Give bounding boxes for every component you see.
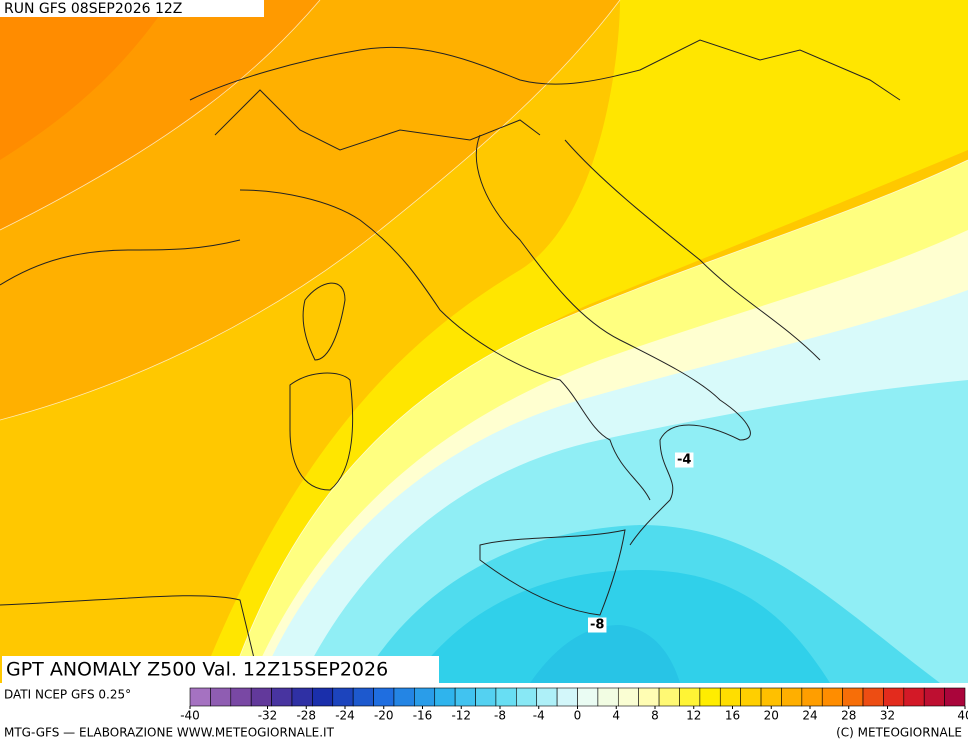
colorbar-box (679, 687, 701, 707)
colorbar-box (719, 687, 741, 707)
colorbar-tick-label: -16 (413, 709, 433, 723)
colorbar-tick-label: -24 (335, 709, 355, 723)
colorbar-box (760, 687, 782, 707)
colorbar-tick-label: -12 (451, 709, 471, 723)
field-band (530, 625, 680, 683)
colorbar-box (617, 687, 639, 707)
colorbar-box (230, 687, 252, 707)
colorbar-box (556, 687, 578, 707)
contour-label-box (588, 617, 607, 633)
colorbar-tick-label: 24 (802, 709, 817, 723)
field-band (0, 0, 968, 683)
colorbar: -40 -32 -28 -24 -20 -16 -12 -8 -4 0 4 8 12 16 20 24 28 32… (180, 687, 968, 723)
colorbar-box (536, 687, 558, 707)
colorbar-box (944, 687, 966, 707)
map (0, 0, 968, 683)
colorbar-tick-label: 4 (612, 709, 620, 723)
colorbar-tick-label: -28 (296, 709, 316, 723)
colorbar-box (312, 687, 334, 707)
colorbar-box (291, 687, 313, 707)
colorbar-tick-label: 8 (651, 709, 659, 723)
colorbar-box (577, 687, 599, 707)
colorbar-box (801, 687, 823, 707)
isoline (0, 0, 968, 683)
colorbar-box (923, 687, 945, 707)
colorbar-box (189, 687, 211, 707)
colorbar-box (434, 687, 456, 707)
colorbar-box (210, 687, 232, 707)
colorbar-box (414, 687, 436, 707)
colorbar-tick-label: 28 (841, 709, 856, 723)
colorbar-box (516, 687, 538, 707)
colorbar-tick-label: 20 (764, 709, 779, 723)
source-label: DATI NCEP GFS 0.25° (4, 688, 131, 702)
colorbar-box (903, 687, 925, 707)
contour-label: -4 (677, 453, 691, 468)
header-box (0, 0, 264, 17)
colorbar-box (842, 687, 864, 707)
colorbar-tick-label: -32 (258, 709, 278, 723)
map-title: GPT ANOMALY Z500 Val. 12Z15SEP2026 (6, 659, 388, 681)
coastline (0, 39, 901, 683)
colorbar-tick-label: 40 (957, 709, 968, 723)
colorbar-box (597, 687, 619, 707)
colorbar-box (495, 687, 517, 707)
colorbar-tick-label: -40 (180, 709, 200, 723)
colorbar-box (373, 687, 395, 707)
colorbar-tick-label: 16 (725, 709, 740, 723)
title-box (2, 656, 439, 683)
footer-right: (C) METEOGIORNALE (836, 726, 962, 740)
colorbar-box (393, 687, 415, 707)
colorbar-box (740, 687, 762, 707)
colorbar-box (271, 687, 293, 707)
contour-label-box (675, 452, 694, 468)
colorbar-box (454, 687, 476, 707)
colorbar-box (658, 687, 680, 707)
colorbar-box (781, 687, 803, 707)
colorbar-box (250, 687, 272, 707)
colorbar-tick-label: 0 (574, 709, 582, 723)
colorbar-box (638, 687, 660, 707)
colorbar-tick-label: 32 (880, 709, 895, 723)
colorbar-box (862, 687, 884, 707)
colorbar-box (883, 687, 905, 707)
colorbar-box (699, 687, 721, 707)
colorbar-tick-label: -4 (533, 709, 545, 723)
colorbar-box (475, 687, 497, 707)
colorbar-tick-label: 12 (686, 709, 701, 723)
colorbar-box (332, 687, 354, 707)
contour-label: -8 (590, 618, 604, 633)
colorbar-box (821, 687, 843, 707)
run-label: RUN GFS 08SEP2026 12Z (4, 1, 182, 17)
colorbar-tick-label: -20 (374, 709, 394, 723)
footer-left: MTG-GFS — ELABORAZIONE WWW.METEOGIORNALE… (4, 726, 335, 740)
colorbar-tick-label: -8 (494, 709, 506, 723)
field-band (0, 0, 170, 160)
colorbar-box (352, 687, 374, 707)
